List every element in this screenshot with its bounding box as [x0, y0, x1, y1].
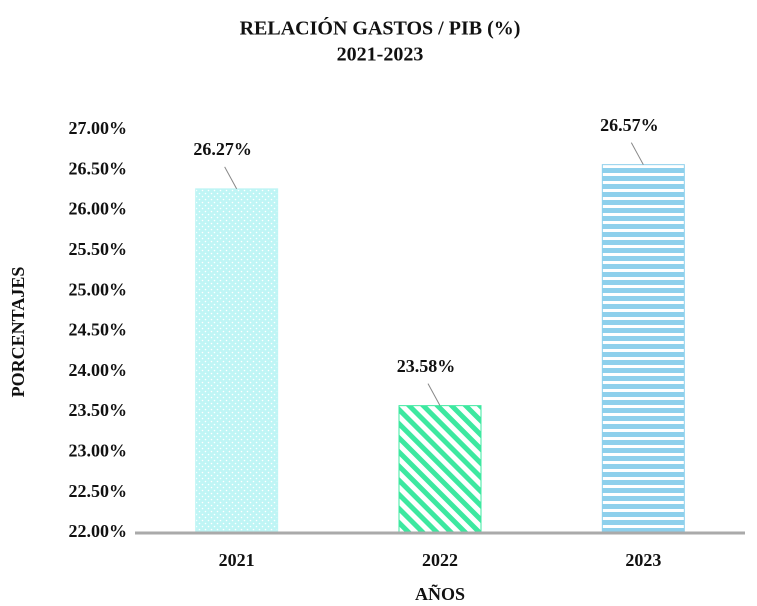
bar: [195, 188, 279, 534]
y-tick-label: 24.00%: [69, 360, 128, 380]
y-tick-label: 26.00%: [69, 199, 128, 219]
chart-subtitle: 2021-2023: [337, 44, 424, 66]
leader-line: [224, 166, 238, 190]
chart-title: RELACIÓN GASTOS / PIB (%): [240, 16, 521, 40]
leader-line: [427, 383, 441, 406]
y-tick-label: 25.50%: [69, 239, 128, 259]
y-tick-label: 22.50%: [69, 481, 128, 501]
y-tick-label: 24.50%: [69, 320, 128, 340]
y-tick-label: 25.00%: [69, 279, 128, 299]
x-tick-label: 2021: [219, 550, 255, 570]
leader-line: [630, 142, 644, 165]
bar: [398, 405, 482, 534]
y-tick-label: 23.00%: [69, 441, 128, 461]
y-tick-label: 23.50%: [69, 400, 128, 420]
y-tick-label: 27.00%: [69, 118, 128, 138]
data-label: 26.57%: [600, 115, 659, 135]
x-tick-label: 2023: [625, 550, 661, 570]
y-tick-label: 26.50%: [69, 158, 128, 178]
x-axis-label: AÑOS: [415, 583, 465, 604]
y-tick-label: 22.00%: [69, 521, 128, 541]
data-label: 23.58%: [397, 356, 456, 376]
data-label: 26.27%: [193, 139, 252, 159]
bar: [601, 164, 685, 534]
y-axis-label: PORCENTAJES: [8, 267, 28, 398]
x-tick-label: 2022: [422, 550, 458, 570]
